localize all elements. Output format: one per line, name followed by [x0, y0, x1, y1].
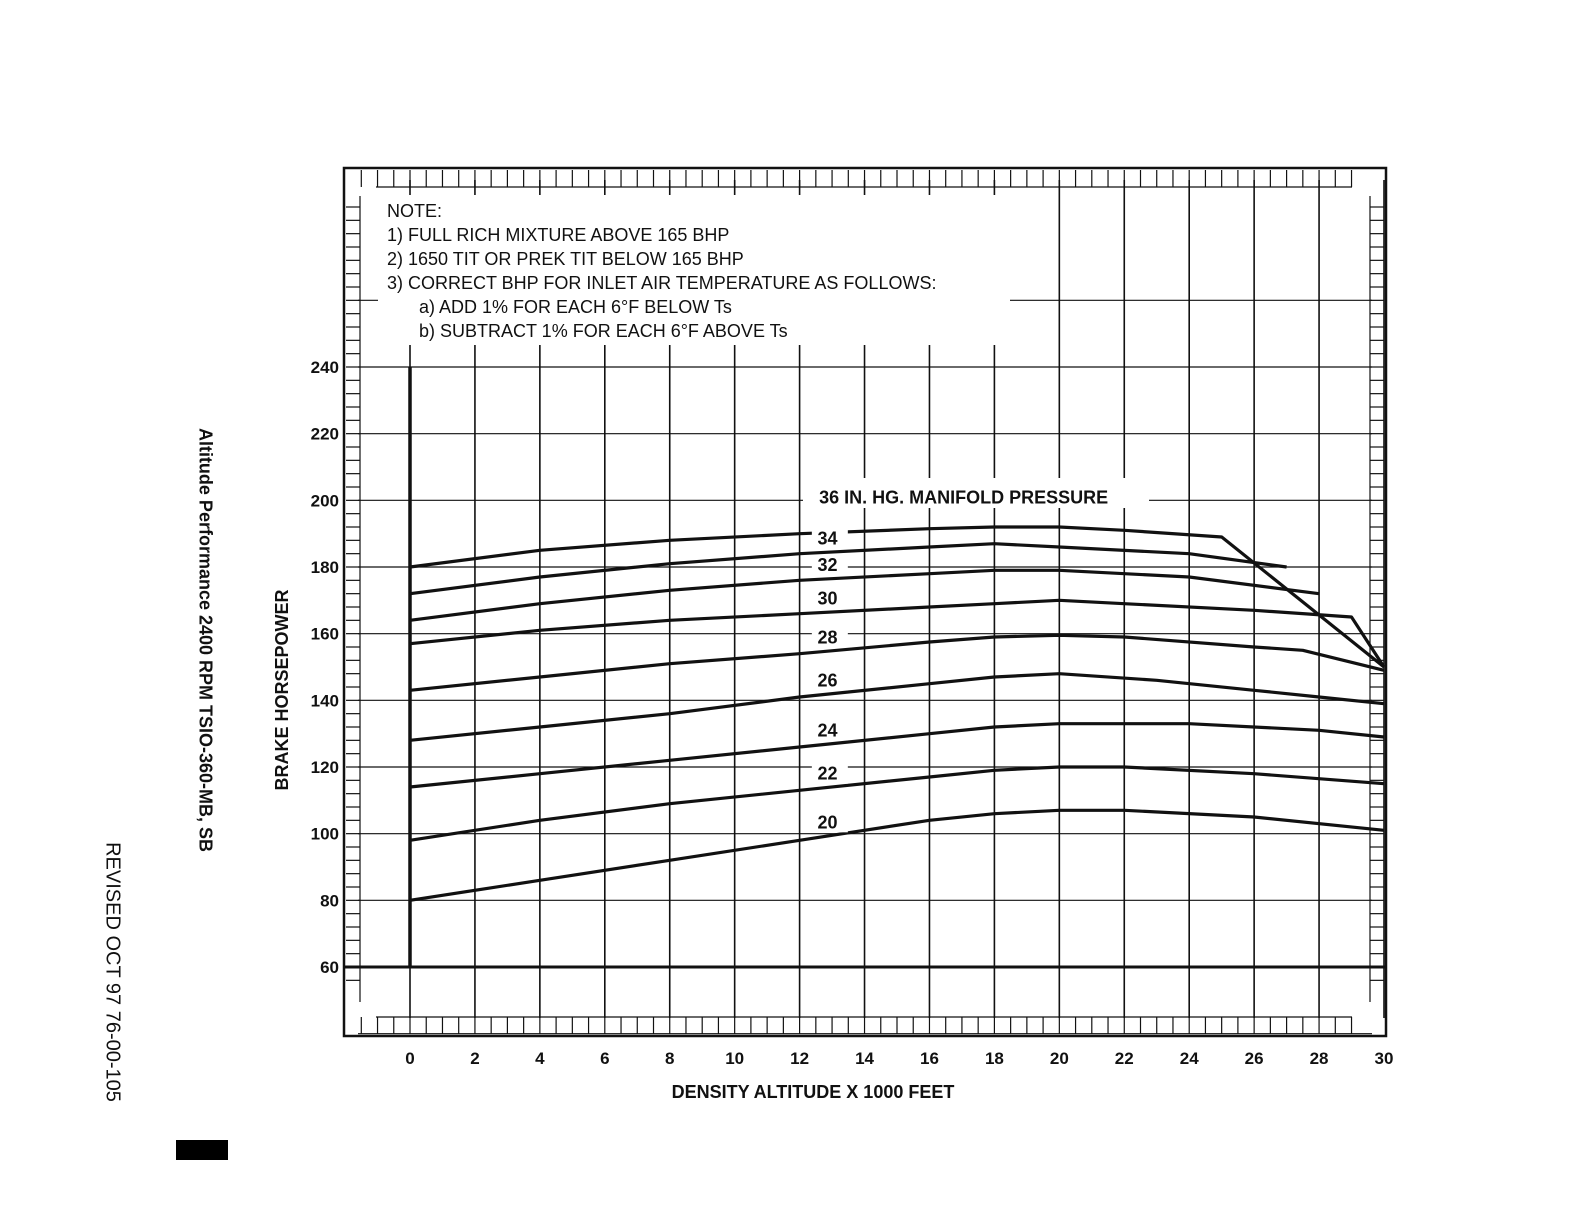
curve-label-bg — [811, 763, 848, 784]
x-tick-label: 10 — [725, 1049, 744, 1068]
curve-label-34: 34 — [817, 528, 837, 548]
note-2: 2) 1650 TIT OR PREK TIT BELOW 165 BHP — [387, 249, 744, 269]
note-heading: NOTE: — [387, 201, 442, 221]
x-tick-label: 14 — [855, 1049, 874, 1068]
x-tick-label: 12 — [790, 1049, 809, 1068]
curve-label-bg — [811, 720, 848, 741]
x-tick-label: 8 — [665, 1049, 674, 1068]
curve-label-bg — [811, 627, 848, 648]
x-tick-label: 30 — [1375, 1049, 1394, 1068]
x-tick-label: 0 — [405, 1049, 414, 1068]
curve-label-bg — [811, 555, 848, 575]
curve-26-inhg — [409, 672, 1385, 742]
x-tick-label: 4 — [535, 1049, 545, 1068]
note-box — [378, 195, 1010, 345]
curve-labels: 36 IN. HG. MANIFOLD PRESSURE 34 32 30 28 26 24… — [811, 488, 1108, 833]
curve-label-bg — [811, 588, 848, 609]
notes-block: NOTE: 1) FULL RICH MIXTURE ABOVE 165 BHP… — [387, 201, 936, 341]
x-tick-label: 20 — [1050, 1049, 1069, 1068]
y-tick-label: 200 — [311, 491, 339, 510]
x-tick-label: 28 — [1310, 1049, 1329, 1068]
curve-32-inhg — [409, 568, 1320, 622]
curve-label-26: 26 — [817, 670, 837, 690]
x-tick-label: 22 — [1115, 1049, 1134, 1068]
chart-frame — [342, 166, 1388, 1038]
y-tick-label: 240 — [311, 358, 339, 377]
curve-24-inhg — [409, 722, 1385, 789]
curve-label-22: 22 — [817, 764, 837, 784]
x-axis-title: DENSITY ALTITUDE X 1000 FEET — [672, 1082, 955, 1102]
x-tick-label: 26 — [1245, 1049, 1264, 1068]
curve-label-28: 28 — [817, 627, 837, 647]
curve-label-30: 30 — [817, 588, 837, 608]
curve-20-inhg — [409, 808, 1385, 902]
black-index-tab — [176, 1140, 228, 1160]
curve-30-inhg — [409, 598, 1386, 668]
y-tick-label: 60 — [320, 958, 339, 977]
y-axis-title: BRAKE HORSEPOWER — [272, 589, 292, 790]
note-3: 3) CORRECT BHP FOR INLET AIR TEMPERATURE… — [387, 273, 936, 293]
curve-28-inhg — [409, 633, 1385, 692]
curve-label-36: 36 IN. HG. MANIFOLD PRESSURE — [819, 488, 1108, 508]
x-tick-label: 2 — [470, 1049, 479, 1068]
y-tick-label: 180 — [311, 558, 339, 577]
curve-36-inhg — [409, 525, 1386, 669]
curve-label-20: 20 — [817, 812, 837, 832]
x-tick-label: 6 — [600, 1049, 609, 1068]
frame-tick-marks — [346, 170, 1384, 1034]
chart-curves — [409, 525, 1386, 902]
curve-22-inhg — [409, 765, 1385, 842]
curve-label-bg — [811, 812, 848, 833]
title-label-background — [803, 478, 1149, 508]
x-tick-label: 16 — [920, 1049, 939, 1068]
note-3b: b) SUBTRACT 1% FOR EACH 6°F ABOVE Ts — [419, 321, 788, 341]
axis-tick-labels: 0 2 4 6 8 10 12 14 16 18 20 22 24 26 28 306080100120140… — [311, 358, 1394, 1068]
curve-34-inhg — [409, 542, 1287, 596]
note-1: 1) FULL RICH MIXTURE ABOVE 165 BHP — [387, 225, 729, 245]
curve-label-24: 24 — [817, 720, 837, 740]
x-tick-label: 24 — [1180, 1049, 1199, 1068]
y-tick-label: 140 — [311, 691, 339, 710]
y-tick-label: 120 — [311, 758, 339, 777]
x-tick-label: 18 — [985, 1049, 1004, 1068]
y-tick-label: 100 — [311, 825, 339, 844]
y-tick-label: 220 — [311, 425, 339, 444]
y-tick-label: 160 — [311, 625, 339, 644]
curve-label-bg — [811, 528, 848, 549]
note-3a: a) ADD 1% FOR EACH 6°F BELOW Ts — [419, 297, 732, 317]
curve-label-32: 32 — [817, 555, 837, 575]
curve-label-bg — [811, 670, 848, 691]
y-tick-label: 80 — [320, 891, 339, 910]
